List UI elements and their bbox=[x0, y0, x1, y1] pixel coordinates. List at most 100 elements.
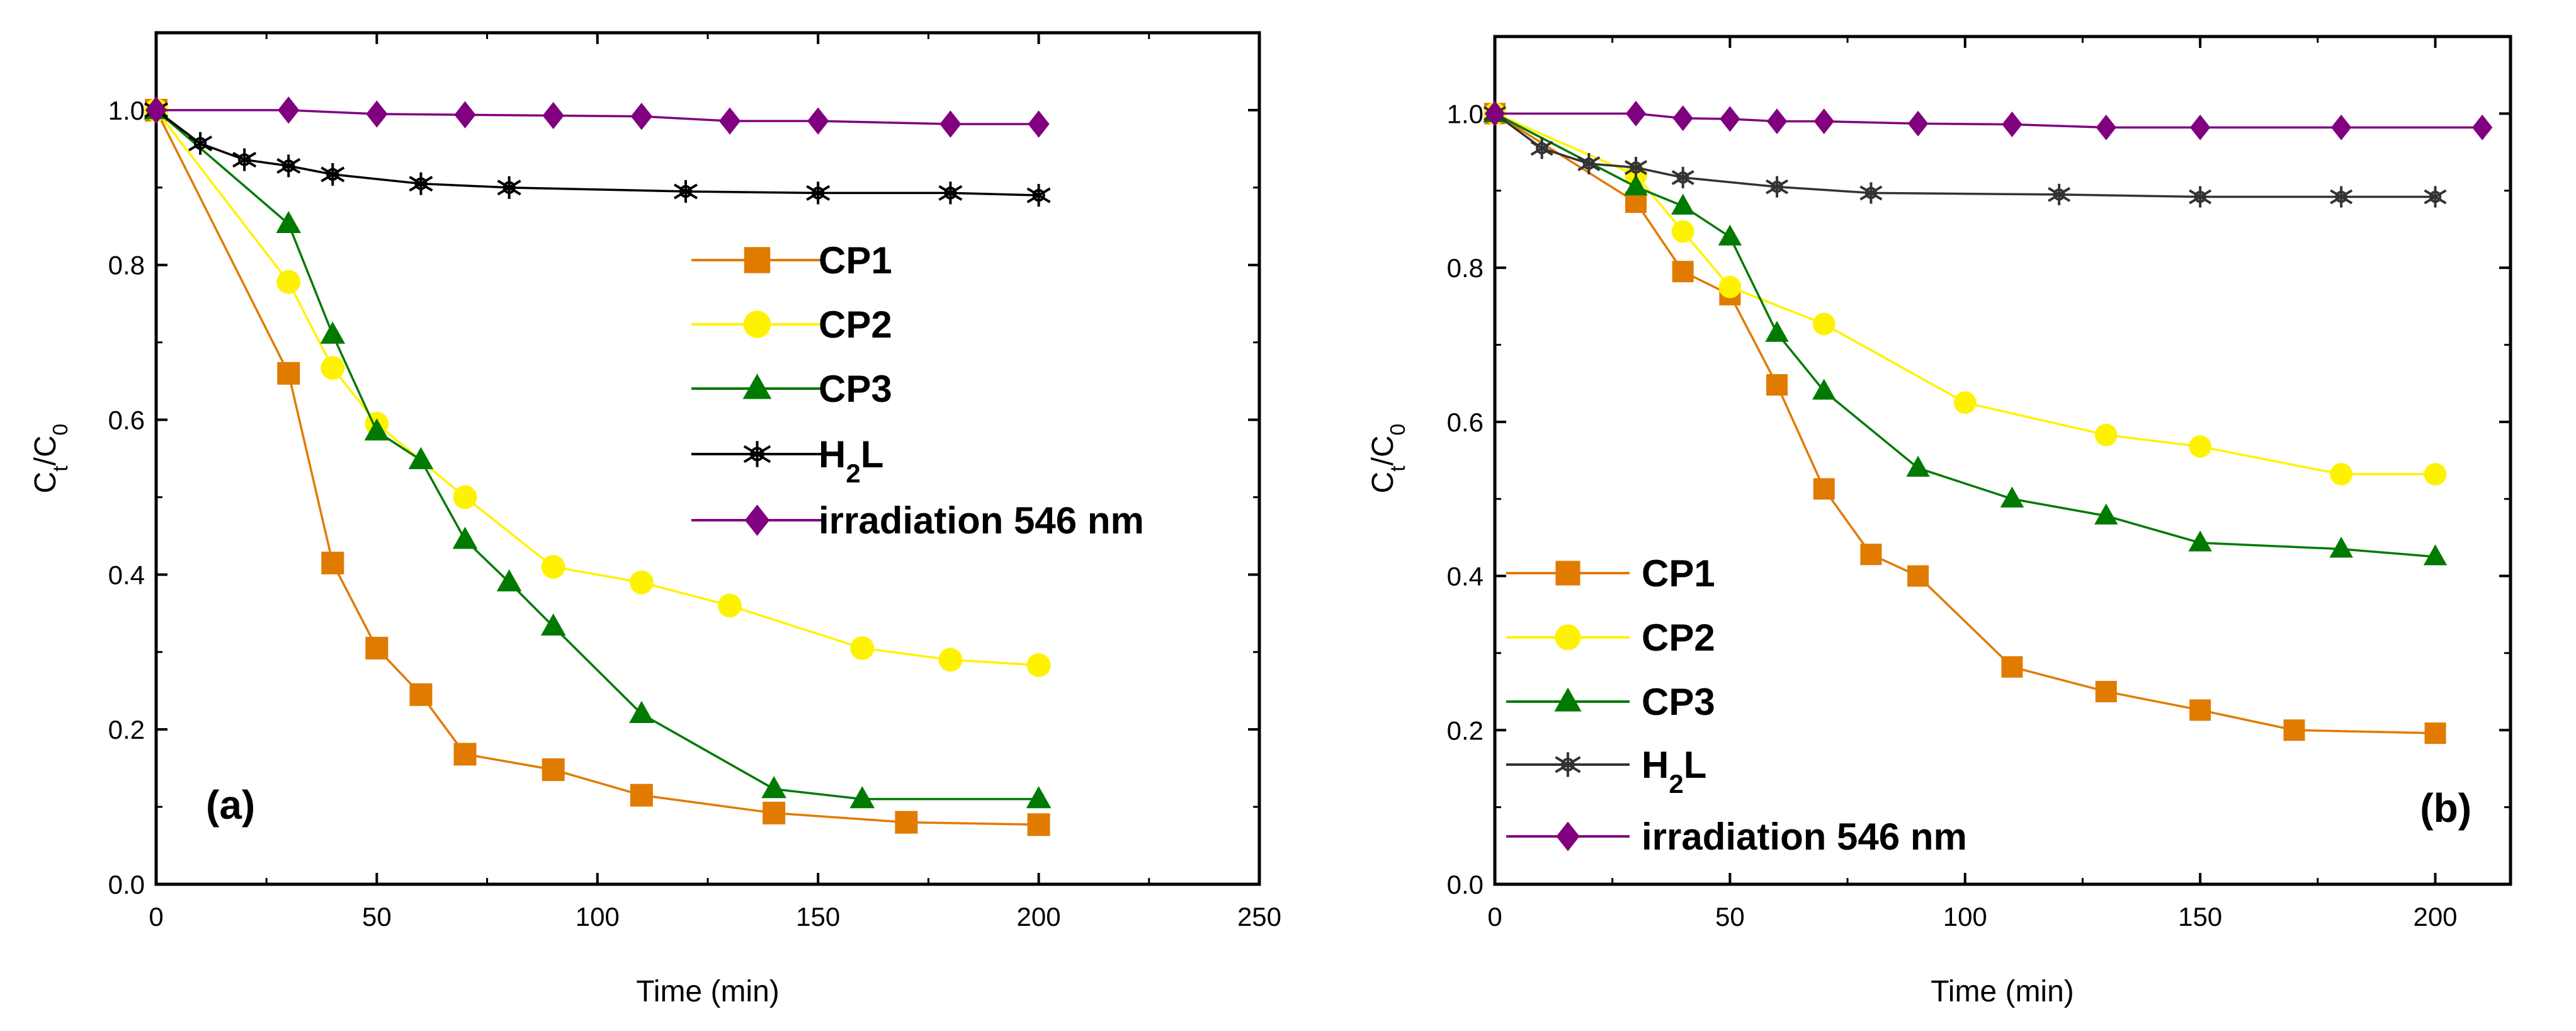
series-line bbox=[1494, 112, 2436, 558]
panel-label: (b) bbox=[2420, 785, 2471, 831]
chart-panel-b: 0 50 100 150 200 0.0 0.2 0.4 0.6 0.8 1.0 Time (min)… bbox=[1366, 35, 2512, 1008]
data-point bbox=[188, 132, 213, 155]
data-point bbox=[630, 103, 652, 130]
asterisk-ring bbox=[812, 186, 825, 200]
asterisk-ring bbox=[1864, 186, 1878, 200]
data-point bbox=[321, 356, 345, 380]
data-point bbox=[276, 210, 302, 233]
asterisk-ring bbox=[750, 447, 764, 462]
asterisk-ring bbox=[414, 177, 428, 190]
series-cp3 bbox=[144, 97, 1052, 809]
legend-label: irradiation 546 nm bbox=[1642, 816, 1967, 858]
data-point bbox=[938, 647, 963, 672]
data-point bbox=[497, 176, 521, 199]
data-point bbox=[763, 801, 786, 824]
asterisk-ring bbox=[1677, 171, 1689, 184]
legend-marker bbox=[1555, 561, 1580, 586]
data-point bbox=[761, 776, 786, 799]
data-point bbox=[630, 783, 653, 807]
asterisk-stroke bbox=[743, 445, 771, 464]
data-point bbox=[1766, 374, 1788, 396]
data-point bbox=[276, 154, 301, 178]
y-tick-label: 0.2 bbox=[108, 715, 145, 744]
data-point bbox=[2189, 186, 2212, 208]
data-point bbox=[2188, 530, 2212, 552]
legend-item: CP3 bbox=[691, 368, 892, 410]
x-tick-label: 0 bbox=[1487, 902, 1502, 931]
legend-item: CP2 bbox=[1506, 617, 1715, 659]
asterisk-ring bbox=[679, 185, 693, 198]
legend-label: CP1 bbox=[1642, 552, 1715, 595]
data-point bbox=[1624, 157, 1648, 179]
data-point bbox=[2330, 463, 2353, 486]
asterisk-stroke bbox=[806, 185, 831, 201]
asterisk-stroke bbox=[1530, 140, 1553, 156]
legend-marker bbox=[742, 373, 772, 399]
asterisk-ring bbox=[326, 168, 339, 181]
legend-label: CP2 bbox=[819, 304, 892, 346]
data-point bbox=[542, 758, 565, 782]
data-point bbox=[366, 100, 388, 128]
x-tick-label: 100 bbox=[1943, 902, 1987, 931]
series-cp1 bbox=[145, 98, 1050, 836]
data-point bbox=[2472, 114, 2493, 140]
x-tick-label: 50 bbox=[1715, 902, 1745, 931]
data-point bbox=[408, 447, 434, 469]
data-point bbox=[278, 96, 300, 124]
plot-frame bbox=[154, 31, 1261, 886]
data-point bbox=[1859, 182, 1883, 204]
data-point bbox=[718, 593, 742, 618]
x-axis-title: Time (min) bbox=[636, 975, 780, 1008]
data-point bbox=[1813, 478, 1835, 500]
y-tick-label: 0.0 bbox=[108, 870, 145, 899]
data-point bbox=[276, 270, 301, 294]
legend-marker bbox=[743, 441, 771, 467]
data-point bbox=[1026, 184, 1051, 207]
data-point bbox=[452, 527, 478, 549]
data-point bbox=[365, 637, 389, 660]
legend-marker bbox=[1554, 687, 1582, 712]
data-point bbox=[2002, 111, 2023, 137]
series-cp2 bbox=[1484, 102, 2447, 486]
asterisk-stroke bbox=[2189, 189, 2212, 205]
series-h-2l bbox=[144, 98, 1051, 207]
asterisk-stroke bbox=[673, 183, 698, 200]
x-axis-title: Time (min) bbox=[1931, 975, 2074, 1008]
data-point bbox=[673, 179, 698, 203]
asterisk-ring bbox=[2053, 188, 2065, 201]
data-point bbox=[2096, 114, 2116, 140]
data-point bbox=[850, 636, 875, 661]
series-line bbox=[1494, 112, 2436, 476]
y-tick-label: 0.0 bbox=[1447, 870, 1484, 899]
data-point bbox=[232, 148, 257, 171]
data-point bbox=[1718, 275, 1742, 299]
legend-marker bbox=[744, 247, 771, 273]
legend-label: CP3 bbox=[1642, 681, 1715, 723]
data-point bbox=[2189, 114, 2211, 140]
y-tick-label: 0.6 bbox=[1447, 407, 1484, 437]
data-point bbox=[2189, 699, 2211, 721]
data-point bbox=[1860, 544, 1882, 566]
series-cp3 bbox=[1483, 101, 2448, 566]
data-point bbox=[1672, 261, 1694, 283]
legend-label: CP1 bbox=[819, 239, 892, 282]
asterisk-stroke bbox=[497, 179, 521, 196]
data-point bbox=[2048, 183, 2071, 205]
data-point bbox=[1720, 106, 1740, 132]
data-point bbox=[1577, 152, 1601, 174]
data-point bbox=[2329, 537, 2353, 558]
data-point bbox=[1484, 100, 1506, 127]
legend-label: CP2 bbox=[1642, 617, 1715, 659]
data-point bbox=[2424, 722, 2446, 744]
data-point bbox=[321, 551, 344, 574]
panel-label: (a) bbox=[206, 782, 255, 828]
data-point bbox=[2094, 503, 2118, 525]
data-point bbox=[320, 321, 346, 344]
y-tick-label: 0.8 bbox=[1447, 253, 1484, 283]
data-point bbox=[1766, 108, 1788, 134]
x-tick-label: 0 bbox=[149, 902, 163, 931]
legend-item: CP2 bbox=[691, 304, 892, 346]
asterisk-stroke bbox=[2330, 189, 2353, 205]
asterisk-stroke bbox=[1766, 179, 1789, 195]
y-tick-label: 0.8 bbox=[108, 251, 145, 280]
